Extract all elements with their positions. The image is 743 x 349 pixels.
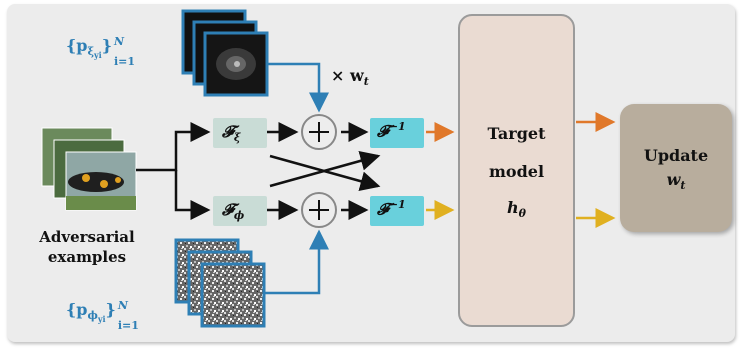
f-xi-sub: ξ: [233, 131, 241, 145]
f-inverse-top-label: 𝓕−1: [377, 120, 406, 141]
f-inverse-bottom-box: [370, 196, 424, 226]
target-model-symbol-sub: θ: [518, 207, 526, 221]
adversarial-images: [41, 127, 137, 211]
update-box: [620, 104, 732, 232]
f-phi-sub: ϕ: [233, 209, 245, 223]
perturbation-phi-subsub: yi: [97, 314, 106, 325]
spatial-perturbation-images: [174, 238, 266, 328]
update-symbol: wt: [666, 170, 686, 193]
f-phi-label: 𝓕ϕ: [222, 200, 245, 223]
weighted-perturbation-arrows: [265, 62, 329, 295]
update-line1: Update: [643, 146, 709, 165]
f-xi-label: 𝓕ξ: [222, 122, 241, 145]
perturbation-xi-sub: ξ: [87, 45, 94, 59]
target-model-line2: model: [488, 162, 545, 181]
add-operators: [301, 114, 337, 228]
perturbation-xi-sup: N: [113, 35, 125, 48]
f-inverse-bottom-label: 𝓕−1: [377, 198, 406, 219]
frequency-perturbation-images: [181, 9, 269, 97]
target-model-box: [458, 14, 575, 327]
perturbation-xi-subsub: yi: [94, 50, 102, 61]
adversarial-label-line2: examples: [47, 248, 127, 266]
perturbation-phi-range: i=1: [117, 319, 139, 332]
perturbation-phi-brace: }: [105, 300, 116, 319]
weight-sub: t: [363, 75, 369, 89]
f-xi-box: [213, 118, 267, 148]
f-inverse-bottom-sup: −1: [388, 198, 406, 211]
f-inverse-top-box: [370, 118, 424, 148]
model-input-arrows: [426, 112, 616, 228]
perturbation-phi-sup: N: [117, 299, 128, 312]
target-model-line1: Target: [487, 124, 546, 143]
target-model-symbol: hθ: [507, 198, 526, 221]
perturbation-xi-range: i=1: [113, 55, 136, 68]
flow-arrows: [136, 122, 381, 220]
perturbation-xi-brace: }: [101, 36, 112, 55]
update-symbol-sub: t: [680, 179, 686, 193]
f-inverse-top-sup: −1: [388, 120, 406, 133]
f-phi-box: [213, 196, 267, 226]
weight-label: × wt: [331, 66, 369, 89]
adversarial-label-line1: Adversarial: [39, 228, 135, 246]
perturbation-phi-sub: ϕ: [87, 309, 98, 323]
